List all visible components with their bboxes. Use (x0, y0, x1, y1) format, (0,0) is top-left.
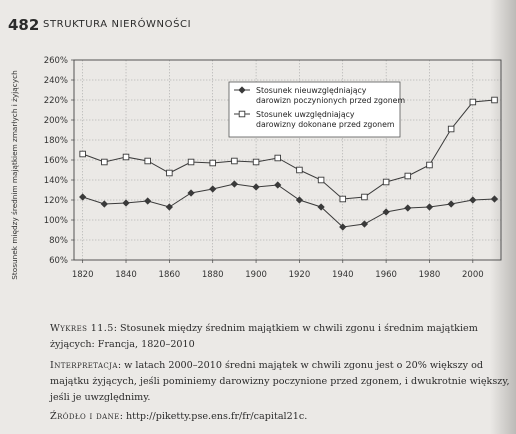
page-number: 482 (8, 16, 40, 34)
legend-entry-line-1: Stosunek nieuwzględniający (256, 86, 367, 95)
data-point-square (274, 154, 281, 162)
data-point-diamond (144, 197, 152, 205)
data-point-diamond (274, 181, 282, 189)
data-point-diamond (317, 203, 325, 211)
data-point-square (469, 98, 477, 106)
figure-caption: Wykres 11.5: Stosunek między średnim maj… (50, 321, 512, 353)
data-point-square (231, 157, 238, 165)
data-point-diamond (490, 195, 499, 203)
data-point-diamond (187, 189, 195, 197)
legend-entry-line-2: darowizny dokonane przed zgonem (256, 120, 394, 129)
x-tick-label: 1840 (115, 270, 137, 280)
legend-entry-label: Stosunek nieuwzględniający darowizn poczy… (256, 86, 405, 105)
legend-entry-line-1: Stosunek uwzględniający (256, 110, 355, 119)
interpretation-label: Interpretacja (50, 360, 118, 371)
series-2 (79, 96, 498, 203)
data-point-square (426, 161, 433, 169)
legend-box (228, 81, 401, 138)
line-chart: 60% 80% 100% 120% 140% 160% 180% 200% 220% 240% 26… (10, 56, 502, 280)
legend-square-marker (238, 110, 246, 118)
data-point-diamond (425, 203, 434, 211)
data-point-diamond (404, 204, 412, 212)
data-point-diamond (360, 220, 369, 228)
data-point-square (339, 195, 347, 203)
series-layer (79, 96, 499, 231)
page-edge-shadow (490, 0, 516, 434)
data-point-square (447, 125, 455, 133)
series-1-line (82, 183, 495, 228)
data-point-square (361, 193, 368, 201)
running-title: STRUKTURA NIERÓWNOŚCI (43, 19, 192, 30)
data-point-square (382, 178, 390, 186)
y-tick-label: 60% (49, 256, 68, 266)
data-point-square (101, 158, 108, 166)
data-point-diamond (382, 208, 390, 216)
series-1 (79, 180, 499, 231)
series-2-line (82, 99, 495, 200)
data-point-square (404, 172, 412, 180)
legend-entry-line-2: darowizn poczynionych przed zgonem (256, 96, 405, 105)
data-point-diamond (122, 199, 130, 207)
interpretation-paragraph: Interpretacja: w latach 2000–2010 średni… (50, 358, 512, 406)
data-point-square (317, 176, 325, 184)
legend-entry-label: Stosunek uwzględniający darowizny dokonan… (256, 110, 394, 129)
y-tick-label: 220% (44, 96, 68, 106)
y-axis-label: Stosunek między średnim majątkiem zmarły… (10, 70, 19, 279)
y-tick-label: 100% (44, 216, 68, 226)
legend-diamond-marker (238, 86, 246, 94)
x-tick-label: 1980 (419, 270, 441, 280)
data-point-square (144, 157, 151, 165)
x-tick-label: 1960 (375, 270, 397, 280)
data-point-diamond (295, 196, 304, 204)
y-tick-label: 120% (44, 196, 68, 206)
data-point-square (79, 150, 86, 158)
data-point-diamond (469, 196, 477, 204)
x-tick-label: 1820 (72, 270, 94, 280)
axis-layer: 60% 80% 100% 120% 140% 160% 180% 200% 220% 240% 26… (44, 56, 484, 280)
data-point-square (166, 169, 173, 177)
data-point-square (122, 153, 130, 161)
data-point-diamond (209, 185, 217, 193)
figure-label: Wykres 11.5 (50, 323, 114, 334)
data-point-square (187, 158, 195, 166)
data-point-diamond (165, 203, 173, 211)
interpretation-text: : w latach 2000–2010 średni majątek w ch… (50, 360, 510, 403)
data-point-diamond (339, 223, 347, 231)
x-tick-label: 1860 (159, 270, 181, 280)
y-tick-label: 260% (44, 56, 68, 66)
data-point-diamond (252, 183, 260, 191)
source-label: Źródło i dane (50, 411, 120, 422)
y-tick-label: 200% (44, 116, 68, 126)
x-tick-label: 1900 (245, 270, 267, 280)
data-point-square (491, 96, 498, 104)
figure-title: : Stosunek między średnim majątkiem w ch… (50, 323, 478, 350)
data-point-diamond (79, 193, 87, 201)
data-point-square (296, 166, 303, 174)
source-line: Źródło i dane: http://piketty.pse.ens.fr… (50, 409, 512, 425)
legend: Stosunek nieuwzględniający darowizn poczy… (228, 81, 405, 138)
data-point-square (209, 159, 216, 167)
x-tick-label: 2000 (462, 270, 484, 280)
data-point-diamond (447, 200, 455, 208)
data-point-diamond (230, 180, 239, 188)
y-tick-label: 180% (44, 136, 68, 146)
x-tick-label: 1940 (332, 270, 354, 280)
x-tick-label: 1880 (202, 270, 224, 280)
source-text: : http://piketty.pse.ens.fr/fr/capital21… (119, 411, 308, 422)
data-point-square (252, 158, 260, 166)
y-tick-label: 80% (49, 236, 68, 246)
y-tick-label: 140% (44, 176, 68, 186)
x-tick-label: 1920 (289, 270, 311, 280)
data-point-diamond (100, 200, 108, 208)
y-tick-label: 240% (44, 76, 68, 86)
y-tick-label: 160% (44, 156, 68, 166)
